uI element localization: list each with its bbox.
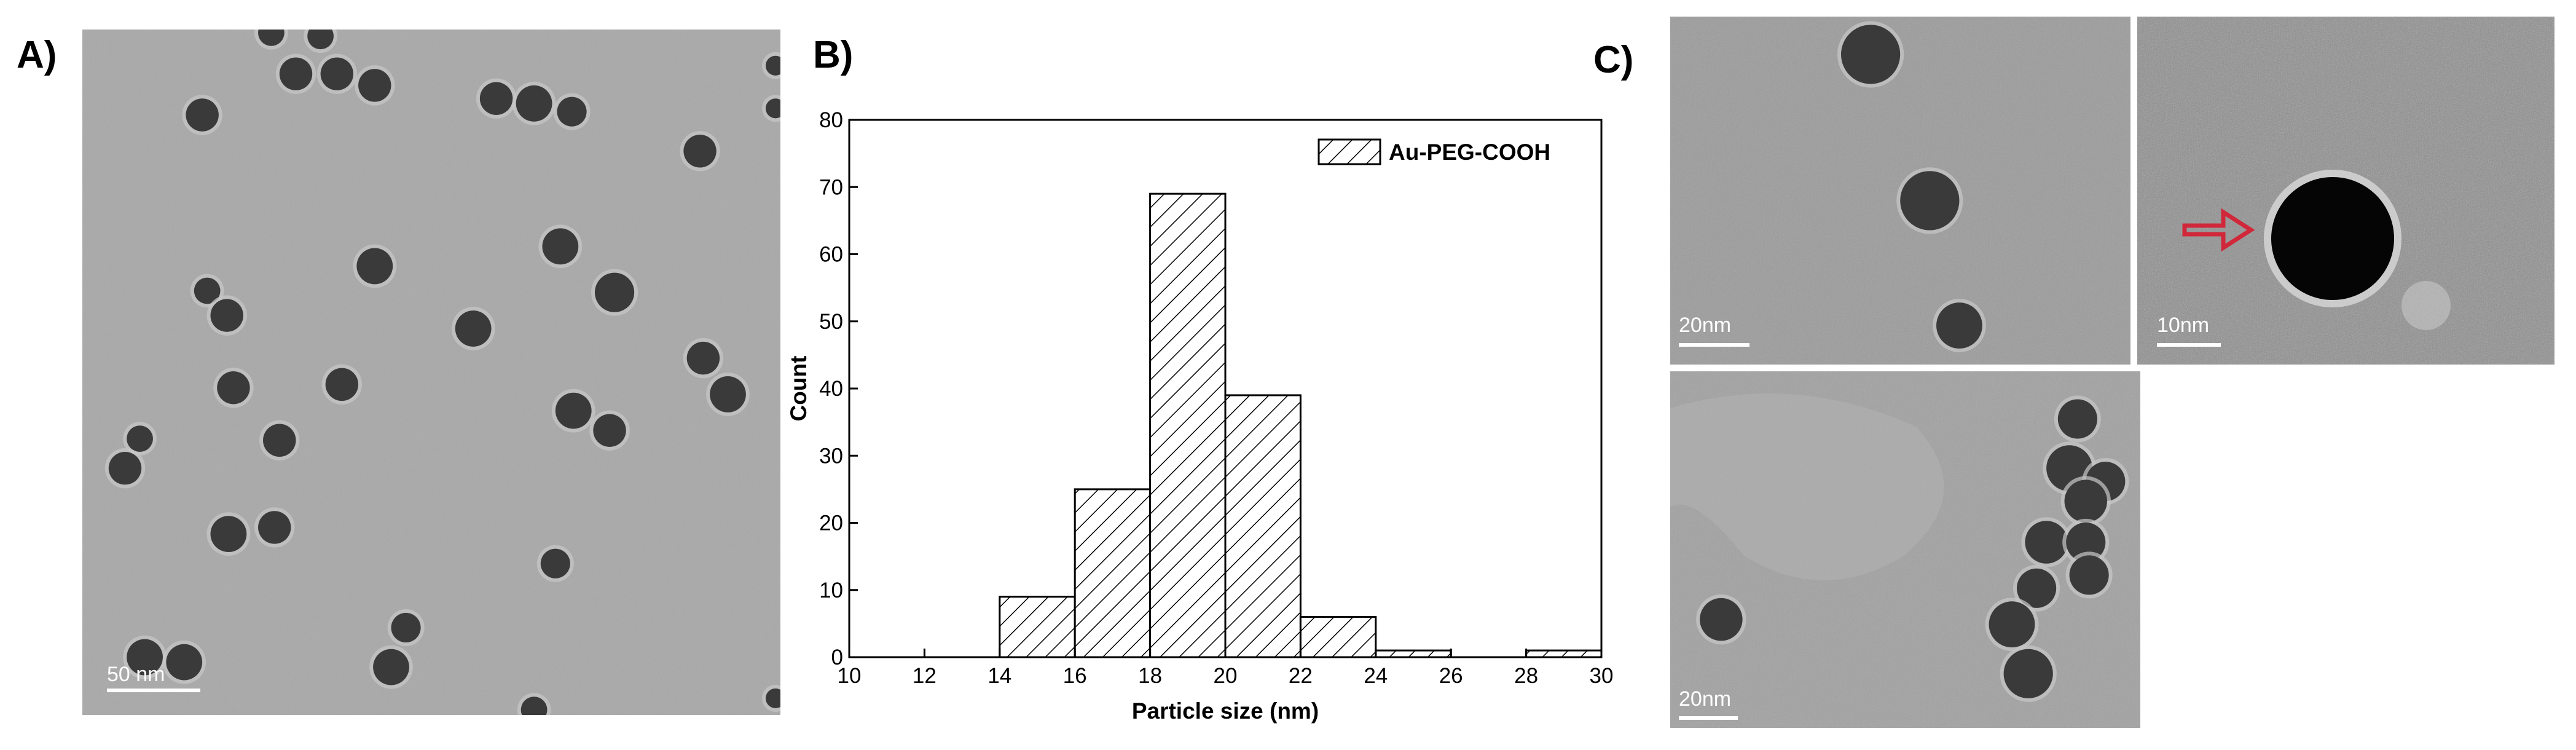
particle <box>520 697 548 715</box>
bar <box>1525 649 1603 658</box>
particle <box>356 248 393 285</box>
particle <box>108 451 142 485</box>
bar <box>1224 394 1302 658</box>
particle <box>2066 522 2106 562</box>
particle <box>765 98 780 119</box>
y-tick-label: 40 <box>819 377 843 401</box>
particle <box>516 85 552 122</box>
particle <box>710 376 746 412</box>
particle <box>358 69 391 102</box>
particle <box>373 649 409 685</box>
particle <box>391 612 421 643</box>
tem-image <box>2137 17 2554 365</box>
scale-bar-label: 20nm <box>1679 687 1731 711</box>
particle <box>1700 598 1743 641</box>
tem-image <box>1670 17 2130 365</box>
y-tick-label: 0 <box>831 645 843 669</box>
bar <box>1149 192 1227 658</box>
particle <box>325 368 359 401</box>
particle <box>2003 649 2053 698</box>
particle <box>127 425 153 452</box>
y-tick-label: 20 <box>819 511 843 535</box>
y-tick-label: 80 <box>819 108 843 132</box>
particle <box>1840 25 1901 84</box>
x-tick-label: 28 <box>1514 664 1538 688</box>
x-tick-label: 12 <box>913 664 937 688</box>
bar <box>1074 488 1152 658</box>
particle <box>2064 480 2108 523</box>
particle <box>540 548 570 578</box>
particle <box>686 341 720 375</box>
particle <box>307 30 334 50</box>
scale-bar-label: 50 nm <box>107 663 165 686</box>
particle <box>765 55 780 76</box>
particle <box>263 424 296 457</box>
panel-label: B) <box>813 34 853 76</box>
particle <box>765 688 780 708</box>
y-tick-label: 70 <box>819 175 843 199</box>
panel-label: A) <box>17 34 57 76</box>
particle <box>210 299 243 332</box>
x-tick-label: 30 <box>1590 664 1614 688</box>
scale-bar-label: 20nm <box>1679 314 1731 337</box>
x-tick-label: 22 <box>1289 664 1313 688</box>
particle <box>1900 171 1960 231</box>
particle <box>683 135 717 168</box>
particle <box>593 414 626 447</box>
particle <box>166 644 203 681</box>
particle <box>258 30 285 46</box>
particle <box>186 98 219 132</box>
x-tick-label: 20 <box>1214 664 1238 688</box>
bar <box>999 596 1076 658</box>
x-tick-label: 10 <box>838 664 862 688</box>
x-tick-label: 16 <box>1063 664 1087 688</box>
particle <box>555 392 592 429</box>
particle <box>2017 568 2057 608</box>
arrow <box>2182 208 2255 252</box>
x-tick-label: 18 <box>1138 664 1162 688</box>
particle <box>2069 555 2109 595</box>
y-axis-label: Count <box>786 356 811 422</box>
y-tick-label: 30 <box>819 444 843 468</box>
particle <box>479 82 513 115</box>
particle <box>455 310 492 347</box>
y-tick-label: 50 <box>819 310 843 334</box>
scale-bar-label: 10nm <box>2157 314 2209 337</box>
x-tick-label: 26 <box>1439 664 1463 688</box>
x-tick-label: 14 <box>988 664 1011 688</box>
legend-label: Au-PEG-COOH <box>1389 140 1550 165</box>
bar <box>1375 649 1452 658</box>
tem-image <box>82 30 780 715</box>
particle <box>2057 399 2097 439</box>
particle <box>1936 302 1982 349</box>
particle <box>210 516 247 553</box>
y-tick-label: 60 <box>819 243 843 267</box>
panel-label: C) <box>1593 39 1633 81</box>
y-tick-label: 10 <box>819 578 843 602</box>
bar <box>1299 615 1377 658</box>
particle <box>320 57 354 90</box>
particle <box>194 277 221 304</box>
particle <box>217 371 250 405</box>
particle <box>557 97 587 127</box>
x-axis-label: Particle size (nm) <box>1132 698 1319 724</box>
particle <box>279 57 313 90</box>
particle <box>258 511 291 544</box>
legend-swatch <box>1317 138 1381 165</box>
particle <box>127 639 163 676</box>
tem-image <box>1670 371 2140 728</box>
particle <box>542 228 579 265</box>
particle <box>2025 521 2068 564</box>
x-tick-label: 24 <box>1364 664 1388 688</box>
particle <box>594 272 635 312</box>
particle <box>1989 601 2035 648</box>
